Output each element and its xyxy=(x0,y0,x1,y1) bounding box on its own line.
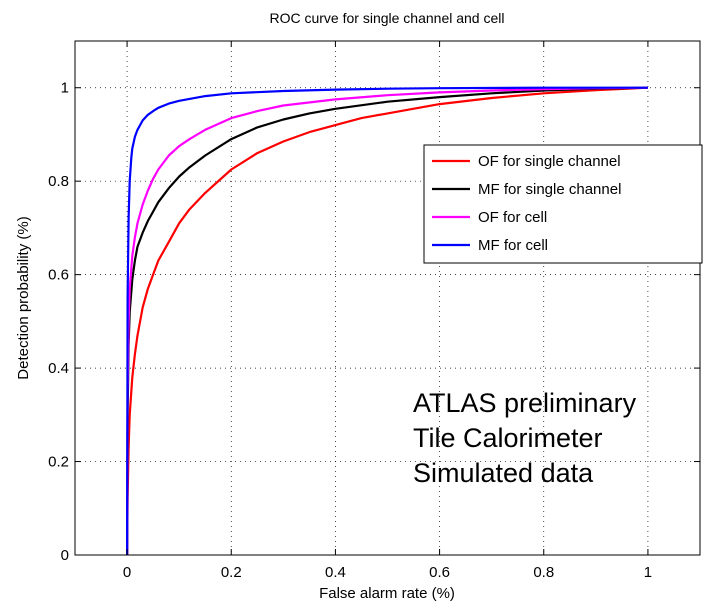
y-axis-title: Detection probability (%) xyxy=(15,216,32,379)
series-line-1 xyxy=(126,86,648,556)
x-tick-label: 0.8 xyxy=(533,564,554,581)
x-tick-label: 0.2 xyxy=(221,564,242,581)
legend-label-1: OF for single channel xyxy=(478,153,621,170)
series-lines xyxy=(126,86,648,556)
legend-label-2: MF for single channel xyxy=(478,181,621,198)
legend-entries: OF for single channel MF for single chann… xyxy=(432,153,621,254)
series-line-4 xyxy=(126,86,648,556)
annotation-line-1: ATLAS preliminary xyxy=(413,388,637,418)
annotation-block: ATLAS preliminary Tile Calorimeter Simul… xyxy=(413,388,637,488)
x-tick-label: 0.4 xyxy=(325,564,346,581)
annotation-line-3: Simulated data xyxy=(413,458,594,488)
plot-frame xyxy=(74,40,701,556)
y-tick-label: 0.2 xyxy=(48,454,69,471)
legend-box xyxy=(423,144,703,264)
x-tick-label: 1 xyxy=(644,564,652,581)
y-tick-label: 0 xyxy=(61,547,69,564)
x-axis-title: False alarm rate (%) xyxy=(319,585,455,602)
x-tick-label: 0.6 xyxy=(429,564,450,581)
legend-label-3: OF for cell xyxy=(478,209,547,226)
series-line-2 xyxy=(126,86,648,556)
y-tick-label: 1 xyxy=(61,80,69,97)
annotation-line-2: Tile Calorimeter xyxy=(413,423,603,453)
y-tick-label: 0.8 xyxy=(48,173,69,190)
series-line-3 xyxy=(126,86,648,556)
legend-label-4: MF for cell xyxy=(478,237,548,254)
x-tick-label: 0 xyxy=(123,564,131,581)
legend: OF for single channel MF for single chann… xyxy=(423,144,703,264)
axis-ticks: 0 0.2 0.4 0.6 0.8 1 0 0.2 0.4 0.6 0.8 1 xyxy=(48,41,700,581)
y-tick-label: 0.6 xyxy=(48,267,69,284)
y-tick-label: 0.4 xyxy=(48,360,69,377)
chart-title: ROC curve for single channel and cell xyxy=(269,10,504,26)
